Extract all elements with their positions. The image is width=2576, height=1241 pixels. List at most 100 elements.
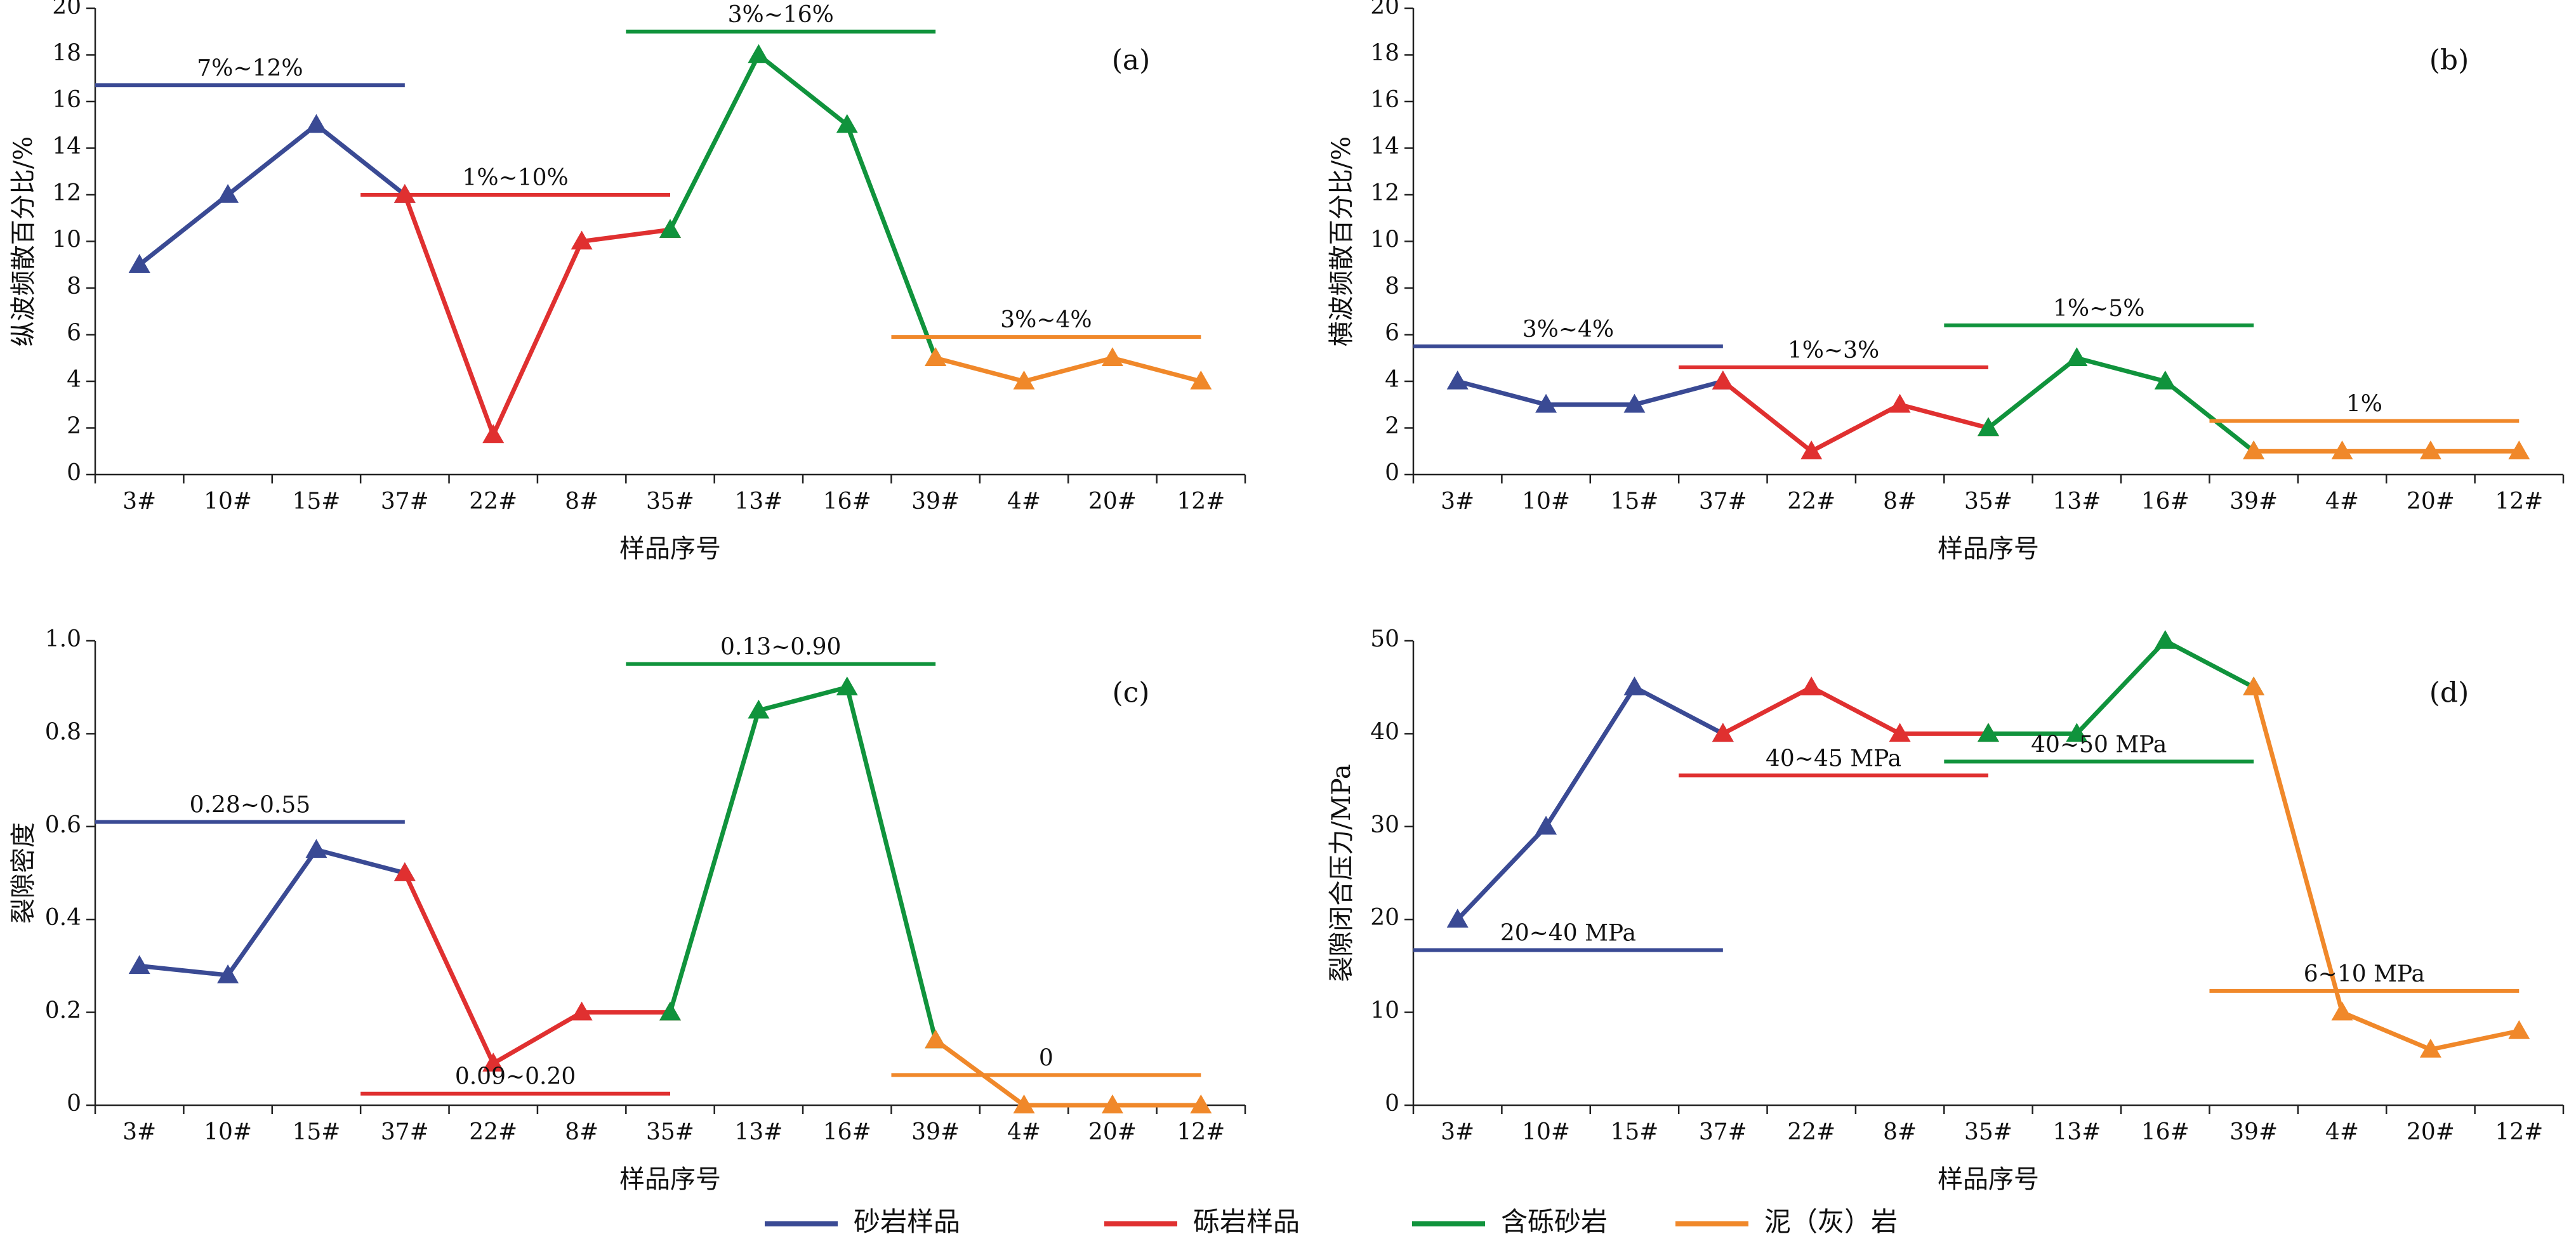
y-tick-label: 20 (1370, 905, 1399, 931)
series-line (934, 1038, 1201, 1108)
y-tick-label: 10 (1370, 227, 1399, 253)
legend-label: 泥（灰）岩 (1764, 1206, 1898, 1237)
x-tick-label: 15# (1610, 1119, 1658, 1145)
x-tick-label: 4# (2325, 489, 2359, 515)
marker (1535, 815, 1557, 835)
marker (1889, 393, 1911, 413)
x-tick-label: 4# (2325, 1119, 2359, 1145)
x-tick-label: 15# (292, 1119, 340, 1145)
range-label: 3%~4% (1000, 307, 1092, 333)
marker (571, 230, 593, 250)
range-label: 1%~3% (1788, 338, 1879, 364)
series-line (402, 872, 670, 1066)
marker (748, 44, 770, 63)
series-line (1721, 379, 1989, 454)
marker (1800, 676, 1823, 695)
marker (2419, 1039, 2441, 1058)
x-tick-label: 39# (2229, 1119, 2278, 1145)
y-tick-label: 20 (52, 0, 81, 20)
y-tick-label: 10 (52, 227, 81, 253)
x-tick-label: 20# (1088, 1119, 1137, 1145)
y-tick-label: 14 (1370, 134, 1399, 160)
marker (2066, 347, 2088, 366)
x-tick-label: 8# (1883, 1119, 1917, 1145)
x-tick-label: 3# (1441, 1119, 1474, 1145)
x-tick-label: 37# (381, 489, 429, 515)
x-tick-label: 16# (823, 489, 871, 515)
marker (1535, 393, 1557, 413)
range-label: 6~10 MPa (2304, 961, 2425, 987)
x-tick-label: 39# (2229, 489, 2278, 515)
x-tick-label: 13# (2052, 1119, 2101, 1145)
legend-label: 砾岩样品 (1193, 1206, 1300, 1237)
series-line (1988, 638, 2255, 736)
marker (1190, 371, 1212, 390)
range-label: 40~45 MPa (1766, 745, 1901, 772)
legend-label: 砂岩样品 (854, 1206, 960, 1237)
marker (217, 184, 239, 203)
y-tick-label: 0.8 (45, 719, 81, 745)
marker (659, 219, 681, 238)
panel-label: (d) (2429, 677, 2469, 709)
y-tick-label: 2 (67, 414, 81, 440)
x-tick-label: 12# (1177, 489, 1225, 515)
y-tick-label: 0.4 (45, 905, 81, 931)
x-tick-label: 16# (2141, 1119, 2190, 1145)
marker (2331, 1001, 2353, 1021)
x-tick-label: 22# (469, 489, 517, 515)
marker (836, 114, 858, 133)
range-label: 20~40 MPa (1500, 921, 1636, 947)
x-tick-label: 4# (1007, 489, 1041, 515)
x-tick-label: 3# (122, 1119, 156, 1145)
range-label: 3%~4% (1522, 317, 1614, 343)
x-tick-label: 3# (122, 489, 156, 515)
y-tick-label: 10 (1370, 998, 1399, 1024)
marker (1013, 1094, 1035, 1113)
x-tick-label: 4# (1007, 1119, 1041, 1145)
marker (305, 839, 327, 858)
marker (1889, 723, 1911, 742)
marker (1712, 371, 1734, 390)
x-tick-label: 39# (911, 489, 960, 515)
marker (925, 1029, 947, 1049)
marker (1101, 1094, 1123, 1113)
series-line (2251, 686, 2520, 1052)
marker (2154, 630, 2176, 649)
marker (836, 676, 858, 695)
y-tick-label: 18 (1370, 41, 1399, 67)
x-tick-label: 37# (1699, 1119, 1747, 1145)
marker (571, 1001, 593, 1021)
panel-label: (b) (2429, 44, 2469, 77)
x-tick-label: 37# (381, 1119, 429, 1145)
y-tick-label: 6 (67, 320, 81, 346)
range-label: 1% (2346, 391, 2382, 417)
y-tick-label: 0.6 (45, 812, 81, 838)
y-axis-label: 裂隙密度 (9, 822, 38, 924)
marker (1623, 676, 1646, 695)
x-tick-label: 13# (734, 1119, 783, 1145)
marker (1013, 371, 1035, 390)
y-tick-label: 1.0 (45, 626, 81, 652)
x-tick-label: 20# (2407, 489, 2455, 515)
marker (128, 955, 150, 975)
x-tick-label: 22# (1787, 489, 1835, 515)
y-axis-label: 横波频散百分比/% (1327, 136, 1356, 346)
marker (393, 862, 416, 881)
range-label: 1%~5% (2053, 296, 2144, 322)
marker (2508, 1020, 2530, 1039)
marker (2154, 371, 2176, 390)
marker (305, 114, 327, 133)
marker (482, 1053, 505, 1072)
x-tick-label: 12# (1177, 1119, 1225, 1145)
y-tick-label: 0 (67, 460, 81, 486)
marker (128, 254, 150, 273)
y-tick-label: 0 (67, 1091, 81, 1117)
x-tick-label: 22# (469, 1119, 517, 1145)
x-tick-label: 10# (1522, 489, 1570, 515)
series-line (935, 355, 1202, 384)
x-tick-label: 12# (2495, 489, 2543, 515)
marker (1101, 347, 1123, 366)
x-tick-label: 39# (911, 1119, 960, 1145)
